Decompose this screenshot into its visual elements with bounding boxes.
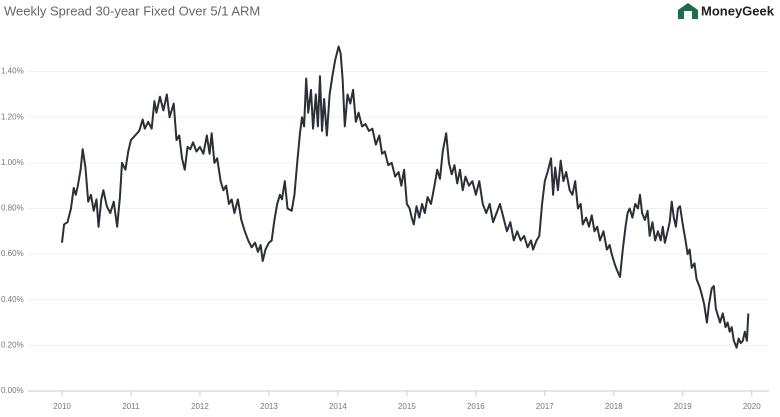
y-tick-label: 1.40% [1,67,24,76]
x-tick-label: 2014 [329,402,347,411]
y-tick-label: 1.00% [1,158,24,167]
data-line [60,45,750,349]
x-tick-label: 2020 [743,402,761,411]
chart-title: Weekly Spread 30-year Fixed Over 5/1 ARM [4,3,260,18]
y-tick-label: 0.40% [1,295,24,304]
x-tick-label: 2019 [674,402,692,411]
y-tick-label: 0.20% [1,340,24,349]
y-tick-label: 0.00% [1,386,24,395]
x-tick-label: 2016 [467,402,485,411]
brand-name: MoneyGeek [701,3,775,18]
x-tick-label: 2015 [398,402,416,411]
x-tick-label: 2011 [122,402,140,411]
x-tick-label: 2010 [53,402,71,411]
x-tick-label: 2012 [191,402,209,411]
x-tick-label: 2017 [536,402,554,411]
y-tick-label: 0.80% [1,204,24,213]
logo-icon-door [684,11,692,19]
y-tick-label: 1.20% [1,112,24,121]
brand-logo: MoneyGeek [678,3,775,19]
y-tick-label: 0.60% [1,249,24,258]
x-tick-label: 2018 [605,402,623,411]
x-tick-label: 2013 [260,402,278,411]
